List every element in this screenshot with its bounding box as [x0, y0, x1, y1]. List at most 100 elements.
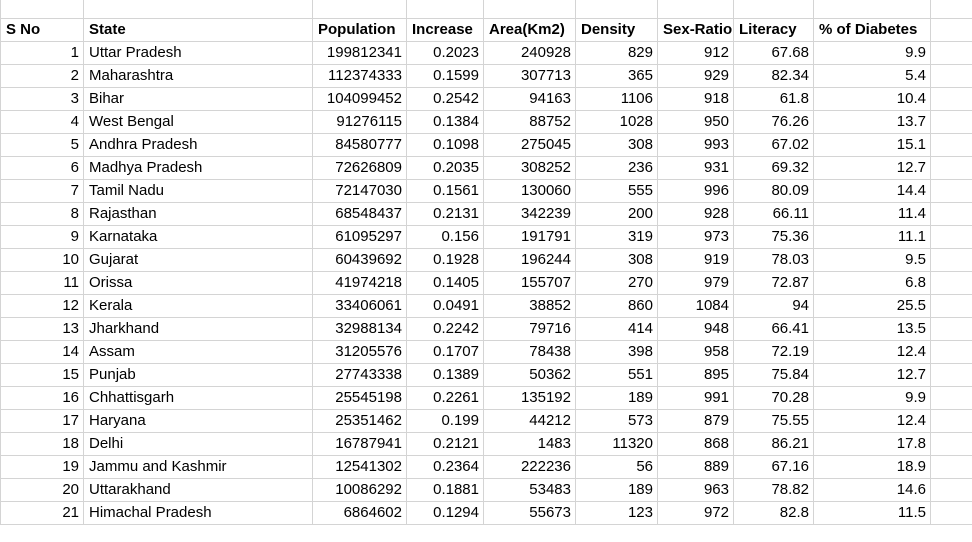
cell[interactable]: 1084	[657, 294, 734, 318]
cell[interactable]: 0.1294	[406, 501, 484, 525]
cell[interactable]: 12.4	[813, 409, 931, 433]
cell[interactable]	[930, 133, 972, 157]
cell[interactable]: 82.34	[733, 64, 814, 88]
cell[interactable]: 104099452	[312, 87, 407, 111]
cell[interactable]: 0.1405	[406, 271, 484, 295]
cell[interactable]: 67.68	[733, 41, 814, 65]
cell[interactable]: 0.1599	[406, 64, 484, 88]
cell[interactable]	[930, 64, 972, 88]
cell[interactable]: 0.0491	[406, 294, 484, 318]
cell[interactable]: 17	[0, 409, 84, 433]
cell[interactable]: 9	[0, 225, 84, 249]
cell[interactable]: Maharashtra	[83, 64, 313, 88]
cell[interactable]: 1	[0, 41, 84, 65]
cell[interactable]: Chhattisgarh	[83, 386, 313, 410]
cell[interactable]: 199812341	[312, 41, 407, 65]
cell[interactable]: 11.4	[813, 202, 931, 226]
cell[interactable]: 929	[657, 64, 734, 88]
cell[interactable]	[930, 248, 972, 272]
cell[interactable]: 72.19	[733, 340, 814, 364]
cell[interactable]	[406, 0, 484, 19]
cell[interactable]: 551	[575, 363, 658, 387]
cell[interactable]: 75.36	[733, 225, 814, 249]
cell[interactable]: 86.21	[733, 432, 814, 456]
cell[interactable]: 13.5	[813, 317, 931, 341]
cell[interactable]: 78.03	[733, 248, 814, 272]
cell[interactable]: 0.2364	[406, 455, 484, 479]
cell[interactable]: 222236	[483, 455, 576, 479]
cell[interactable]	[930, 409, 972, 433]
cell[interactable]: 308	[575, 248, 658, 272]
cell[interactable]: Andhra Pradesh	[83, 133, 313, 157]
cell[interactable]: 889	[657, 455, 734, 479]
cell[interactable]: 0.2131	[406, 202, 484, 226]
cell[interactable]: 4	[0, 110, 84, 134]
cell[interactable]: 9.9	[813, 386, 931, 410]
cell[interactable]: 555	[575, 179, 658, 203]
cell[interactable]: 0.1389	[406, 363, 484, 387]
cell[interactable]: 972	[657, 501, 734, 525]
cell[interactable]: 0.1561	[406, 179, 484, 203]
cell[interactable]: 3	[0, 87, 84, 111]
cell[interactable]: 94163	[483, 87, 576, 111]
cell[interactable]	[930, 478, 972, 502]
cell[interactable]	[930, 156, 972, 180]
cell[interactable]: 307713	[483, 64, 576, 88]
cell[interactable]: 25545198	[312, 386, 407, 410]
cell[interactable]	[930, 363, 972, 387]
cell[interactable]: 414	[575, 317, 658, 341]
cell[interactable]: 60439692	[312, 248, 407, 272]
cell[interactable]	[930, 110, 972, 134]
cell[interactable]: 66.41	[733, 317, 814, 341]
cell[interactable]: Delhi	[83, 432, 313, 456]
cell[interactable]: 0.2035	[406, 156, 484, 180]
cell[interactable]: 0.2023	[406, 41, 484, 65]
cell[interactable]	[930, 317, 972, 341]
cell[interactable]: Madhya Pradesh	[83, 156, 313, 180]
cell[interactable]: 70.28	[733, 386, 814, 410]
cell[interactable]: 6864602	[312, 501, 407, 525]
cell[interactable]: 993	[657, 133, 734, 157]
cell[interactable]	[930, 18, 972, 42]
cell[interactable]: 10086292	[312, 478, 407, 502]
cell[interactable]	[930, 501, 972, 525]
cell[interactable]: 15	[0, 363, 84, 387]
cell[interactable]: 20	[0, 478, 84, 502]
cell[interactable]: 41974218	[312, 271, 407, 295]
cell[interactable]: 5.4	[813, 64, 931, 88]
cell[interactable]: 365	[575, 64, 658, 88]
cell[interactable]: 67.02	[733, 133, 814, 157]
cell[interactable]: 12	[0, 294, 84, 318]
cell[interactable]: Punjab	[83, 363, 313, 387]
cell[interactable]: 275045	[483, 133, 576, 157]
cell[interactable]: 16	[0, 386, 84, 410]
cell[interactable]: 8	[0, 202, 84, 226]
cell[interactable]: 236	[575, 156, 658, 180]
cell[interactable]	[930, 41, 972, 65]
cell[interactable]: 973	[657, 225, 734, 249]
cell[interactable]: 11320	[575, 432, 658, 456]
cell[interactable]: 75.55	[733, 409, 814, 433]
cell[interactable]	[813, 0, 931, 19]
cell[interactable]: 912	[657, 41, 734, 65]
cell[interactable]: 1483	[483, 432, 576, 456]
cell[interactable]: 0.1384	[406, 110, 484, 134]
column-header-population[interactable]: Population	[312, 18, 407, 42]
cell[interactable]: 11.5	[813, 501, 931, 525]
cell[interactable]: 82.8	[733, 501, 814, 525]
cell[interactable]: 14	[0, 340, 84, 364]
cell[interactable]: 6	[0, 156, 84, 180]
cell[interactable]: 61.8	[733, 87, 814, 111]
cell[interactable]: 79716	[483, 317, 576, 341]
cell[interactable]	[930, 340, 972, 364]
cell[interactable]: 895	[657, 363, 734, 387]
cell[interactable]: 2	[0, 64, 84, 88]
cell[interactable]: 979	[657, 271, 734, 295]
cell[interactable]: 991	[657, 386, 734, 410]
cell[interactable]: 860	[575, 294, 658, 318]
cell[interactable]: 950	[657, 110, 734, 134]
cell[interactable]	[930, 202, 972, 226]
cell[interactable]: 155707	[483, 271, 576, 295]
cell[interactable]	[930, 432, 972, 456]
cell[interactable]: 31205576	[312, 340, 407, 364]
